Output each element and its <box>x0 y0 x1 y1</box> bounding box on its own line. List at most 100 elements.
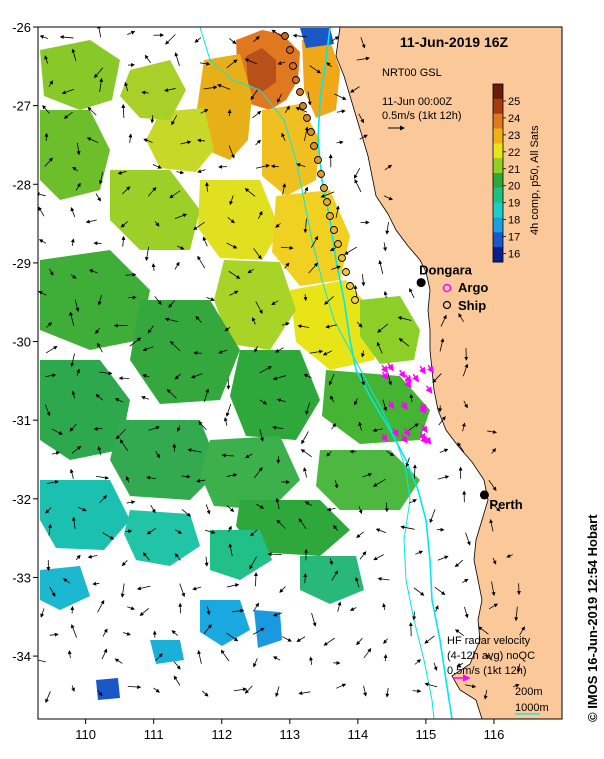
current-arrow <box>139 608 149 617</box>
current-arrow <box>414 659 421 665</box>
current-arrow <box>233 687 247 692</box>
gsl-date: 11-Jun 00:00Z <box>382 96 452 108</box>
current-arrow <box>203 624 212 635</box>
current-arrow <box>281 636 292 642</box>
current-arrow <box>97 446 102 456</box>
current-arrow <box>190 373 203 379</box>
current-arrow <box>465 532 471 546</box>
current-arrow <box>125 272 137 277</box>
current-arrow <box>360 37 366 49</box>
current-arrow <box>180 140 192 145</box>
current-arrow <box>309 349 324 354</box>
current-arrow <box>152 164 162 169</box>
current-arrow <box>295 107 308 113</box>
current-arrow <box>174 52 180 67</box>
current-arrow <box>258 210 263 219</box>
current-arrow <box>147 186 157 197</box>
current-arrow <box>144 54 151 64</box>
current-arrow <box>177 425 181 432</box>
current-arrow <box>429 509 436 524</box>
current-arrow <box>331 570 339 581</box>
current-arrow <box>405 457 410 468</box>
current-arrow <box>174 553 181 561</box>
current-arrow <box>361 274 366 287</box>
current-arrow <box>488 479 497 491</box>
argo-floats <box>380 362 434 445</box>
current-arrow <box>97 690 103 697</box>
current-arrow <box>98 171 104 185</box>
current-arrow <box>275 497 280 510</box>
current-arrow <box>197 255 206 269</box>
current-arrow <box>309 65 321 74</box>
current-arrow <box>247 268 254 274</box>
current-arrow <box>71 445 82 454</box>
current-arrow <box>255 301 263 315</box>
current-arrow <box>44 55 49 64</box>
lat-tick-label: -31 <box>12 413 31 428</box>
current-arrow <box>284 105 290 114</box>
current-arrow <box>350 86 360 93</box>
current-arrow <box>59 35 74 40</box>
current-arrow <box>281 132 286 141</box>
colorbar-swatch <box>493 173 503 189</box>
ship-legend-label: Ship <box>458 298 486 313</box>
lon-tick-label: 113 <box>279 727 300 742</box>
current-arrow <box>372 428 383 433</box>
current-arrow <box>259 399 268 405</box>
current-arrow <box>273 656 281 661</box>
current-arrow <box>197 138 205 143</box>
current-arrow <box>97 294 102 306</box>
current-arrow <box>303 294 308 302</box>
colorbar-tick-label: 23 <box>508 130 520 142</box>
hf-radar-arrow <box>412 373 420 383</box>
current-arrow <box>385 221 390 235</box>
current-arrow <box>256 503 265 509</box>
current-arrow <box>174 529 183 534</box>
current-arrow <box>356 637 363 646</box>
current-arrow <box>67 650 72 659</box>
current-arrow <box>197 169 206 174</box>
current-arrow <box>434 605 439 612</box>
current-arrow <box>298 691 311 696</box>
current-arrow <box>101 648 108 660</box>
current-arrow <box>86 137 99 144</box>
current-arrow <box>142 346 154 352</box>
current-arrow <box>125 476 130 483</box>
current-arrow <box>296 163 306 168</box>
current-arrow <box>326 507 336 512</box>
current-arrow <box>298 518 307 530</box>
current-arrow <box>143 138 153 143</box>
sst-patch <box>198 180 280 260</box>
current-arrow <box>45 346 58 354</box>
current-arrow <box>206 606 211 616</box>
sst-patch <box>230 350 320 440</box>
current-arrow <box>356 56 370 61</box>
current-arrow <box>386 450 395 457</box>
current-arrow <box>387 372 393 386</box>
colorbar-swatch <box>493 98 503 115</box>
current-arrow <box>228 270 241 279</box>
current-arrow <box>144 246 150 262</box>
current-arrow <box>253 658 258 668</box>
colorbar-tick-label: 22 <box>508 147 520 159</box>
current-arrow <box>270 164 279 169</box>
current-arrow <box>253 248 262 260</box>
contour-200m-label: 200m <box>515 686 543 698</box>
sst-patch <box>40 566 90 610</box>
current-arrow <box>142 552 150 561</box>
current-arrow <box>326 451 332 457</box>
current-arrow <box>359 551 367 560</box>
current-arrow <box>307 91 312 106</box>
lat-tick-label: -30 <box>12 335 31 350</box>
current-arrow <box>255 139 261 146</box>
current-arrow <box>205 504 211 515</box>
sst-patch <box>210 530 272 580</box>
current-arrow <box>99 77 104 92</box>
current-arrow <box>150 115 155 124</box>
sst-patch <box>130 300 240 404</box>
current-arrow <box>304 186 308 194</box>
current-arrow <box>198 421 207 431</box>
current-arrow <box>173 675 181 686</box>
colorbar-swatch <box>493 217 503 233</box>
current-arrow <box>252 110 262 119</box>
